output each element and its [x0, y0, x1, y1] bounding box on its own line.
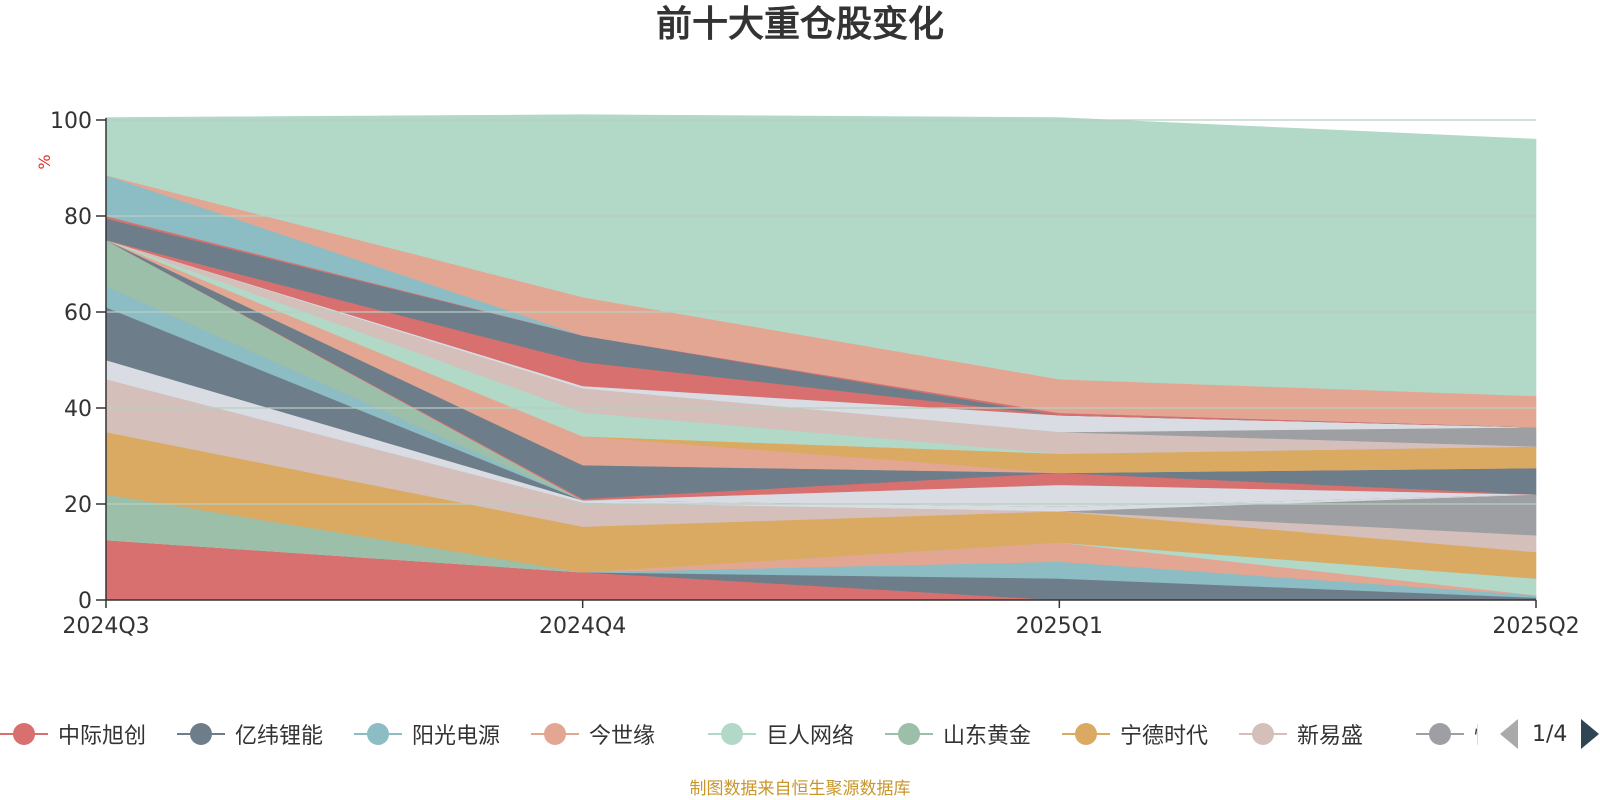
- legend-dot: [1252, 723, 1274, 745]
- y-tick-label: 60: [64, 301, 92, 326]
- legend-item[interactable]: 中际旭创: [0, 712, 146, 756]
- legend-label: 山东黄金: [943, 724, 1032, 749]
- y-tick-label: 80: [64, 205, 92, 230]
- legend-dot: [898, 723, 920, 745]
- y-tick-label: 20: [64, 493, 92, 518]
- series-areas: [105, 114, 1537, 601]
- legend-marker-icon: [0, 722, 48, 746]
- legend-marker-icon: [1239, 722, 1287, 746]
- legend-item[interactable]: 巨人网络: [708, 712, 854, 756]
- legend-dot: [190, 723, 212, 745]
- pager-prev-icon[interactable]: [1500, 719, 1518, 749]
- legend: 中际旭创 亿纬锂能 阳光电源 今世缘 巨人网络 山东黄金 宁德时代 新易盛 恺英网络 1/4: [0, 712, 1600, 756]
- legend-marker-icon: [354, 722, 402, 746]
- legend-dot: [544, 723, 566, 745]
- legend-marker-icon: [885, 722, 933, 746]
- legend-item[interactable]: 阳光电源: [354, 712, 500, 756]
- y-axis-unit-label: %: [35, 154, 54, 169]
- data-source-note: 制图数据来自恒生聚源数据库: [689, 779, 911, 799]
- legend-label: 亿纬锂能: [235, 724, 324, 749]
- legend-marker-icon: [531, 722, 579, 746]
- legend-pager: 1/4: [1500, 712, 1600, 756]
- legend-item[interactable]: 新易盛: [1239, 712, 1363, 756]
- legend-item[interactable]: 今世缘: [531, 712, 655, 756]
- legend-label: 恺英网络: [1474, 718, 1478, 750]
- legend-item[interactable]: 宁德时代: [1062, 712, 1208, 756]
- legend-item[interactable]: 山东黄金: [885, 712, 1031, 756]
- legend-label: 巨人网络: [766, 724, 855, 749]
- legend-dot: [721, 723, 743, 745]
- legend-dot: [1429, 723, 1451, 745]
- legend-marker-icon: [1062, 722, 1110, 746]
- x-tick-label: 2024Q4: [539, 614, 626, 639]
- legend-dot: [13, 723, 35, 745]
- chart-title: 前十大重仓股变化: [655, 4, 944, 45]
- y-tick-label: 100: [50, 109, 92, 134]
- legend-item[interactable]: 恺英网络: [1416, 712, 1478, 756]
- pager-label: 1/4: [1532, 721, 1568, 747]
- legend-label: 今世缘: [589, 724, 656, 749]
- stacked-area-chart: 0 20 40 60 80 100 2024Q3 2024Q4 2025Q1 2025Q2%: [35, 109, 1580, 639]
- x-tick-label: 2025Q2: [1492, 614, 1579, 639]
- legend-label: 阳光电源: [412, 724, 501, 749]
- legend-marker-icon: [1416, 722, 1464, 746]
- legend-label: 中际旭创: [58, 724, 147, 749]
- legend-dot: [367, 723, 389, 745]
- pager-next-icon[interactable]: [1581, 719, 1600, 749]
- grid-lines: [106, 119, 1536, 505]
- legend-label: 新易盛: [1297, 724, 1364, 749]
- legend-dot: [1075, 723, 1097, 745]
- x-tick-label: 2024Q3: [62, 614, 149, 639]
- legend-marker-icon: [177, 722, 225, 746]
- legend-marker-icon: [708, 722, 756, 746]
- legend-items: 中际旭创 亿纬锂能 阳光电源 今世缘 巨人网络 山东黄金 宁德时代 新易盛 恺英网络: [0, 712, 1478, 756]
- legend-label: 宁德时代: [1120, 724, 1209, 749]
- x-tick-label: 2025Q1: [1016, 614, 1103, 639]
- y-tick-label: 40: [64, 397, 92, 422]
- legend-item[interactable]: 亿纬锂能: [177, 712, 323, 756]
- y-tick-label: 0: [78, 589, 92, 614]
